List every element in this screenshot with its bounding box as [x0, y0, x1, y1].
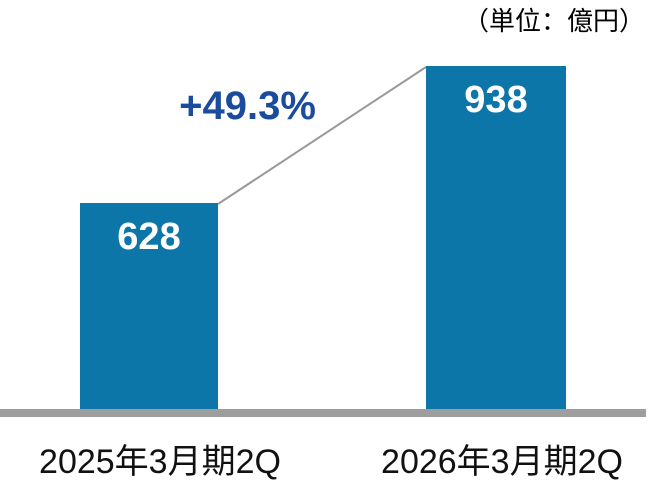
bar-2026-3q2: 938 [426, 66, 566, 409]
x-axis-baseline [0, 409, 646, 417]
growth-percentage-label: +49.3% [179, 84, 316, 128]
unit-label: （単位：億円） [462, 6, 645, 36]
bar-2025-3q2: 628 [80, 203, 218, 409]
x-axis-label-2025: 2025年3月期2Q [39, 443, 281, 480]
bar-value-2026: 938 [464, 79, 528, 121]
bar-value-2025: 628 [117, 216, 181, 258]
x-axis-label-2026: 2026年3月期2Q [381, 443, 623, 480]
